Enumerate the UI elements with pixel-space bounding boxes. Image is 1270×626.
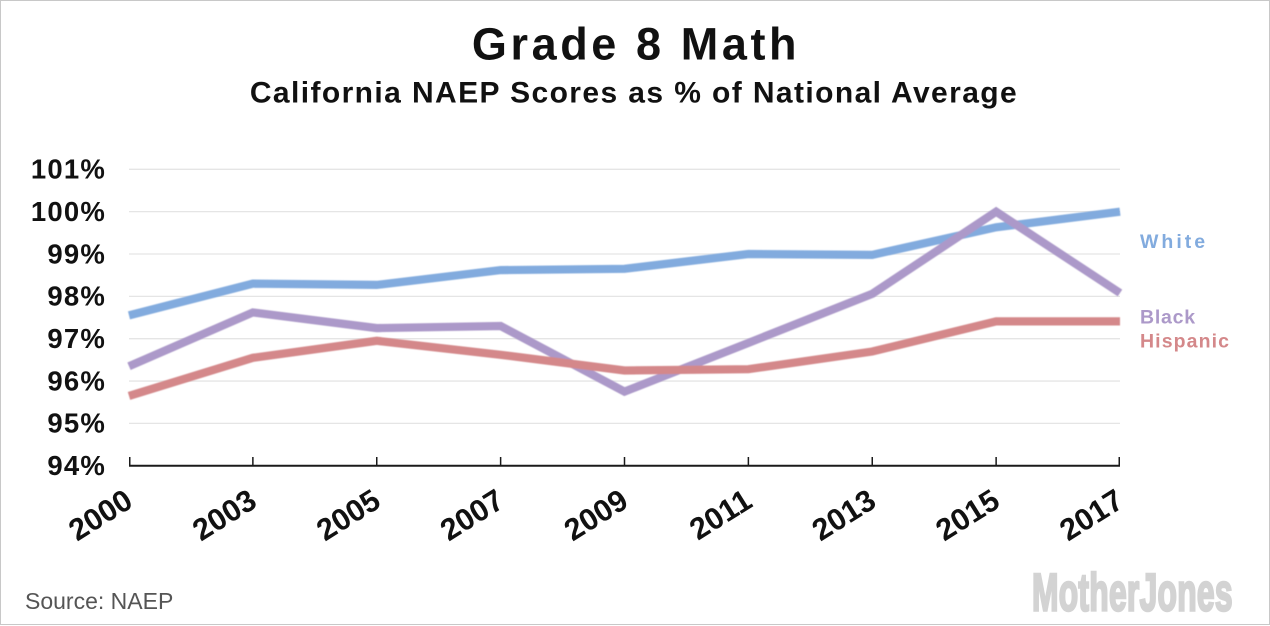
svg-text:99%: 99% xyxy=(47,238,106,269)
svg-text:Source: NAEP: Source: NAEP xyxy=(25,588,173,614)
svg-text:100%: 100% xyxy=(31,196,106,227)
svg-text:95%: 95% xyxy=(47,408,106,439)
svg-text:97%: 97% xyxy=(47,323,106,354)
svg-text:Hispanic: Hispanic xyxy=(1140,330,1230,352)
svg-text:California NAEP Scores as % of: California NAEP Scores as % of National … xyxy=(250,77,1018,110)
svg-text:94%: 94% xyxy=(47,450,106,481)
svg-text:Grade 8 Math: Grade 8 Math xyxy=(472,19,800,70)
svg-text:White: White xyxy=(1140,231,1208,253)
svg-text:Black: Black xyxy=(1140,306,1196,328)
svg-text:96%: 96% xyxy=(47,365,106,396)
svg-text:MotherJones: MotherJones xyxy=(1032,563,1233,622)
svg-text:101%: 101% xyxy=(31,154,106,185)
svg-text:98%: 98% xyxy=(47,281,106,312)
